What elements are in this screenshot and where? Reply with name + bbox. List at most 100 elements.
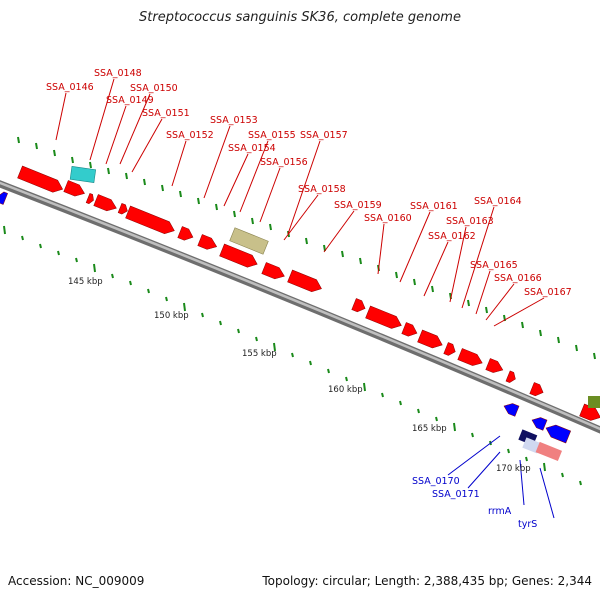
minor-tick-mark (309, 360, 312, 366)
tick-mark (341, 250, 344, 258)
minor-tick-mark (255, 336, 258, 342)
forward-gene-arrow (443, 342, 456, 356)
scale-label: 155 kbp (242, 349, 277, 359)
minor-tick-mark (399, 400, 402, 406)
tick-mark (575, 344, 578, 352)
minor-tick-mark (471, 432, 474, 438)
leader-line (203, 125, 231, 199)
tick-mark (143, 178, 146, 186)
reverse-gene-label: rrmA (488, 506, 512, 517)
reverse-gene-label: SSA_0170 (412, 476, 460, 487)
leader-line (519, 459, 525, 506)
reverse-gene-arrow (503, 403, 520, 417)
forward-gene-arrow (17, 165, 64, 193)
reverse-gene-arrow (0, 191, 8, 205)
minor-tick-mark (237, 328, 240, 334)
reverse-gene-label: SSA_0171 (432, 489, 480, 500)
scale-labels: 145 kbp 150 kbp 155 kbp 160 kbp 165 kbp 170 k… (68, 277, 531, 474)
forward-gene-label: SSA_0149 (106, 95, 154, 106)
leader-line (119, 93, 151, 165)
tick-mark (89, 161, 92, 169)
scale-label: 160 kbp (328, 385, 363, 395)
minor-tick-mark (201, 312, 204, 318)
scale-label: 150 kbp (154, 311, 189, 321)
scale-label: 145 kbp (68, 277, 103, 287)
minor-tick-mark (345, 376, 348, 382)
major-tick-mark (363, 382, 366, 392)
pseudo-gene-feature (229, 227, 269, 255)
rrna-feature (535, 441, 562, 462)
minor-tick-mark (21, 235, 24, 241)
forward-gene-arrow (219, 243, 258, 268)
major-tick-mark (273, 342, 276, 352)
leader-line (399, 211, 431, 283)
tick-marks (3, 136, 596, 486)
tick-mark (323, 244, 326, 252)
leader-line (89, 78, 115, 161)
leader-line (449, 226, 467, 303)
map-title: Streptococcus sanguinis SK36, complete g… (139, 10, 461, 25)
minor-tick-mark (435, 416, 438, 422)
forward-gene-arrow (177, 226, 194, 241)
forward-gene-label: SSA_0158 (298, 184, 346, 195)
leader-line (539, 467, 555, 519)
minor-tick-mark (57, 250, 60, 256)
forward-gene-arrow (117, 203, 128, 215)
minor-tick-mark (417, 408, 420, 414)
major-tick-mark (183, 302, 186, 312)
minor-tick-mark (219, 320, 222, 326)
forward-gene-arrow (365, 305, 402, 329)
leader-line (377, 223, 385, 275)
major-tick-mark (3, 225, 6, 235)
forward-gene-label: SSA_0164 (474, 196, 522, 207)
forward-gene-label: SSA_0148 (94, 68, 142, 79)
leader-line (283, 194, 319, 241)
misc-rna-feature (522, 437, 542, 454)
minor-tick-mark (75, 257, 78, 263)
leader-line (475, 270, 491, 315)
leader-line (323, 210, 355, 253)
tick-mark (53, 149, 56, 157)
major-tick-mark (453, 422, 456, 432)
forward-gene-arrow (351, 298, 366, 313)
leader-line (461, 206, 495, 309)
minor-tick-mark (579, 480, 582, 486)
tick-mark (269, 223, 272, 231)
minor-tick-mark (327, 368, 330, 374)
tick-mark (107, 167, 110, 175)
forward-gene-label: SSA_0155 (248, 130, 296, 141)
leader-line (131, 118, 163, 173)
major-tick-mark (93, 263, 96, 273)
tick-mark (467, 299, 470, 307)
forward-gene-arrow (261, 262, 285, 280)
forward-gene-arrow (197, 234, 218, 250)
leader-line (259, 167, 281, 223)
major-tick-mark (543, 462, 546, 472)
label-leaders (55, 78, 555, 519)
gene-features (0, 165, 600, 462)
tick-mark (71, 156, 74, 164)
tick-mark (395, 271, 398, 279)
forward-gene-arrow (63, 180, 85, 197)
minor-tick-mark (39, 243, 42, 249)
tick-mark (215, 203, 218, 211)
forward-gene-arrow (417, 329, 443, 349)
leader-line (493, 297, 545, 327)
tick-mark (179, 190, 182, 198)
forward-gene-label: SSA_0159 (334, 200, 382, 211)
tick-mark (125, 172, 128, 180)
minor-tick-mark (525, 456, 528, 462)
tick-mark (359, 257, 362, 265)
forward-gene-label: SSA_0150 (130, 83, 178, 94)
tick-mark (521, 321, 524, 329)
leader-line (467, 451, 501, 489)
tick-mark (233, 210, 236, 218)
minor-tick-mark (381, 392, 384, 398)
tick-mark (485, 306, 488, 314)
forward-gene-label: SSA_0167 (524, 287, 572, 298)
forward-gene-label: SSA_0161 (410, 201, 458, 212)
minor-tick-mark (165, 296, 168, 302)
leader-line (171, 140, 187, 187)
